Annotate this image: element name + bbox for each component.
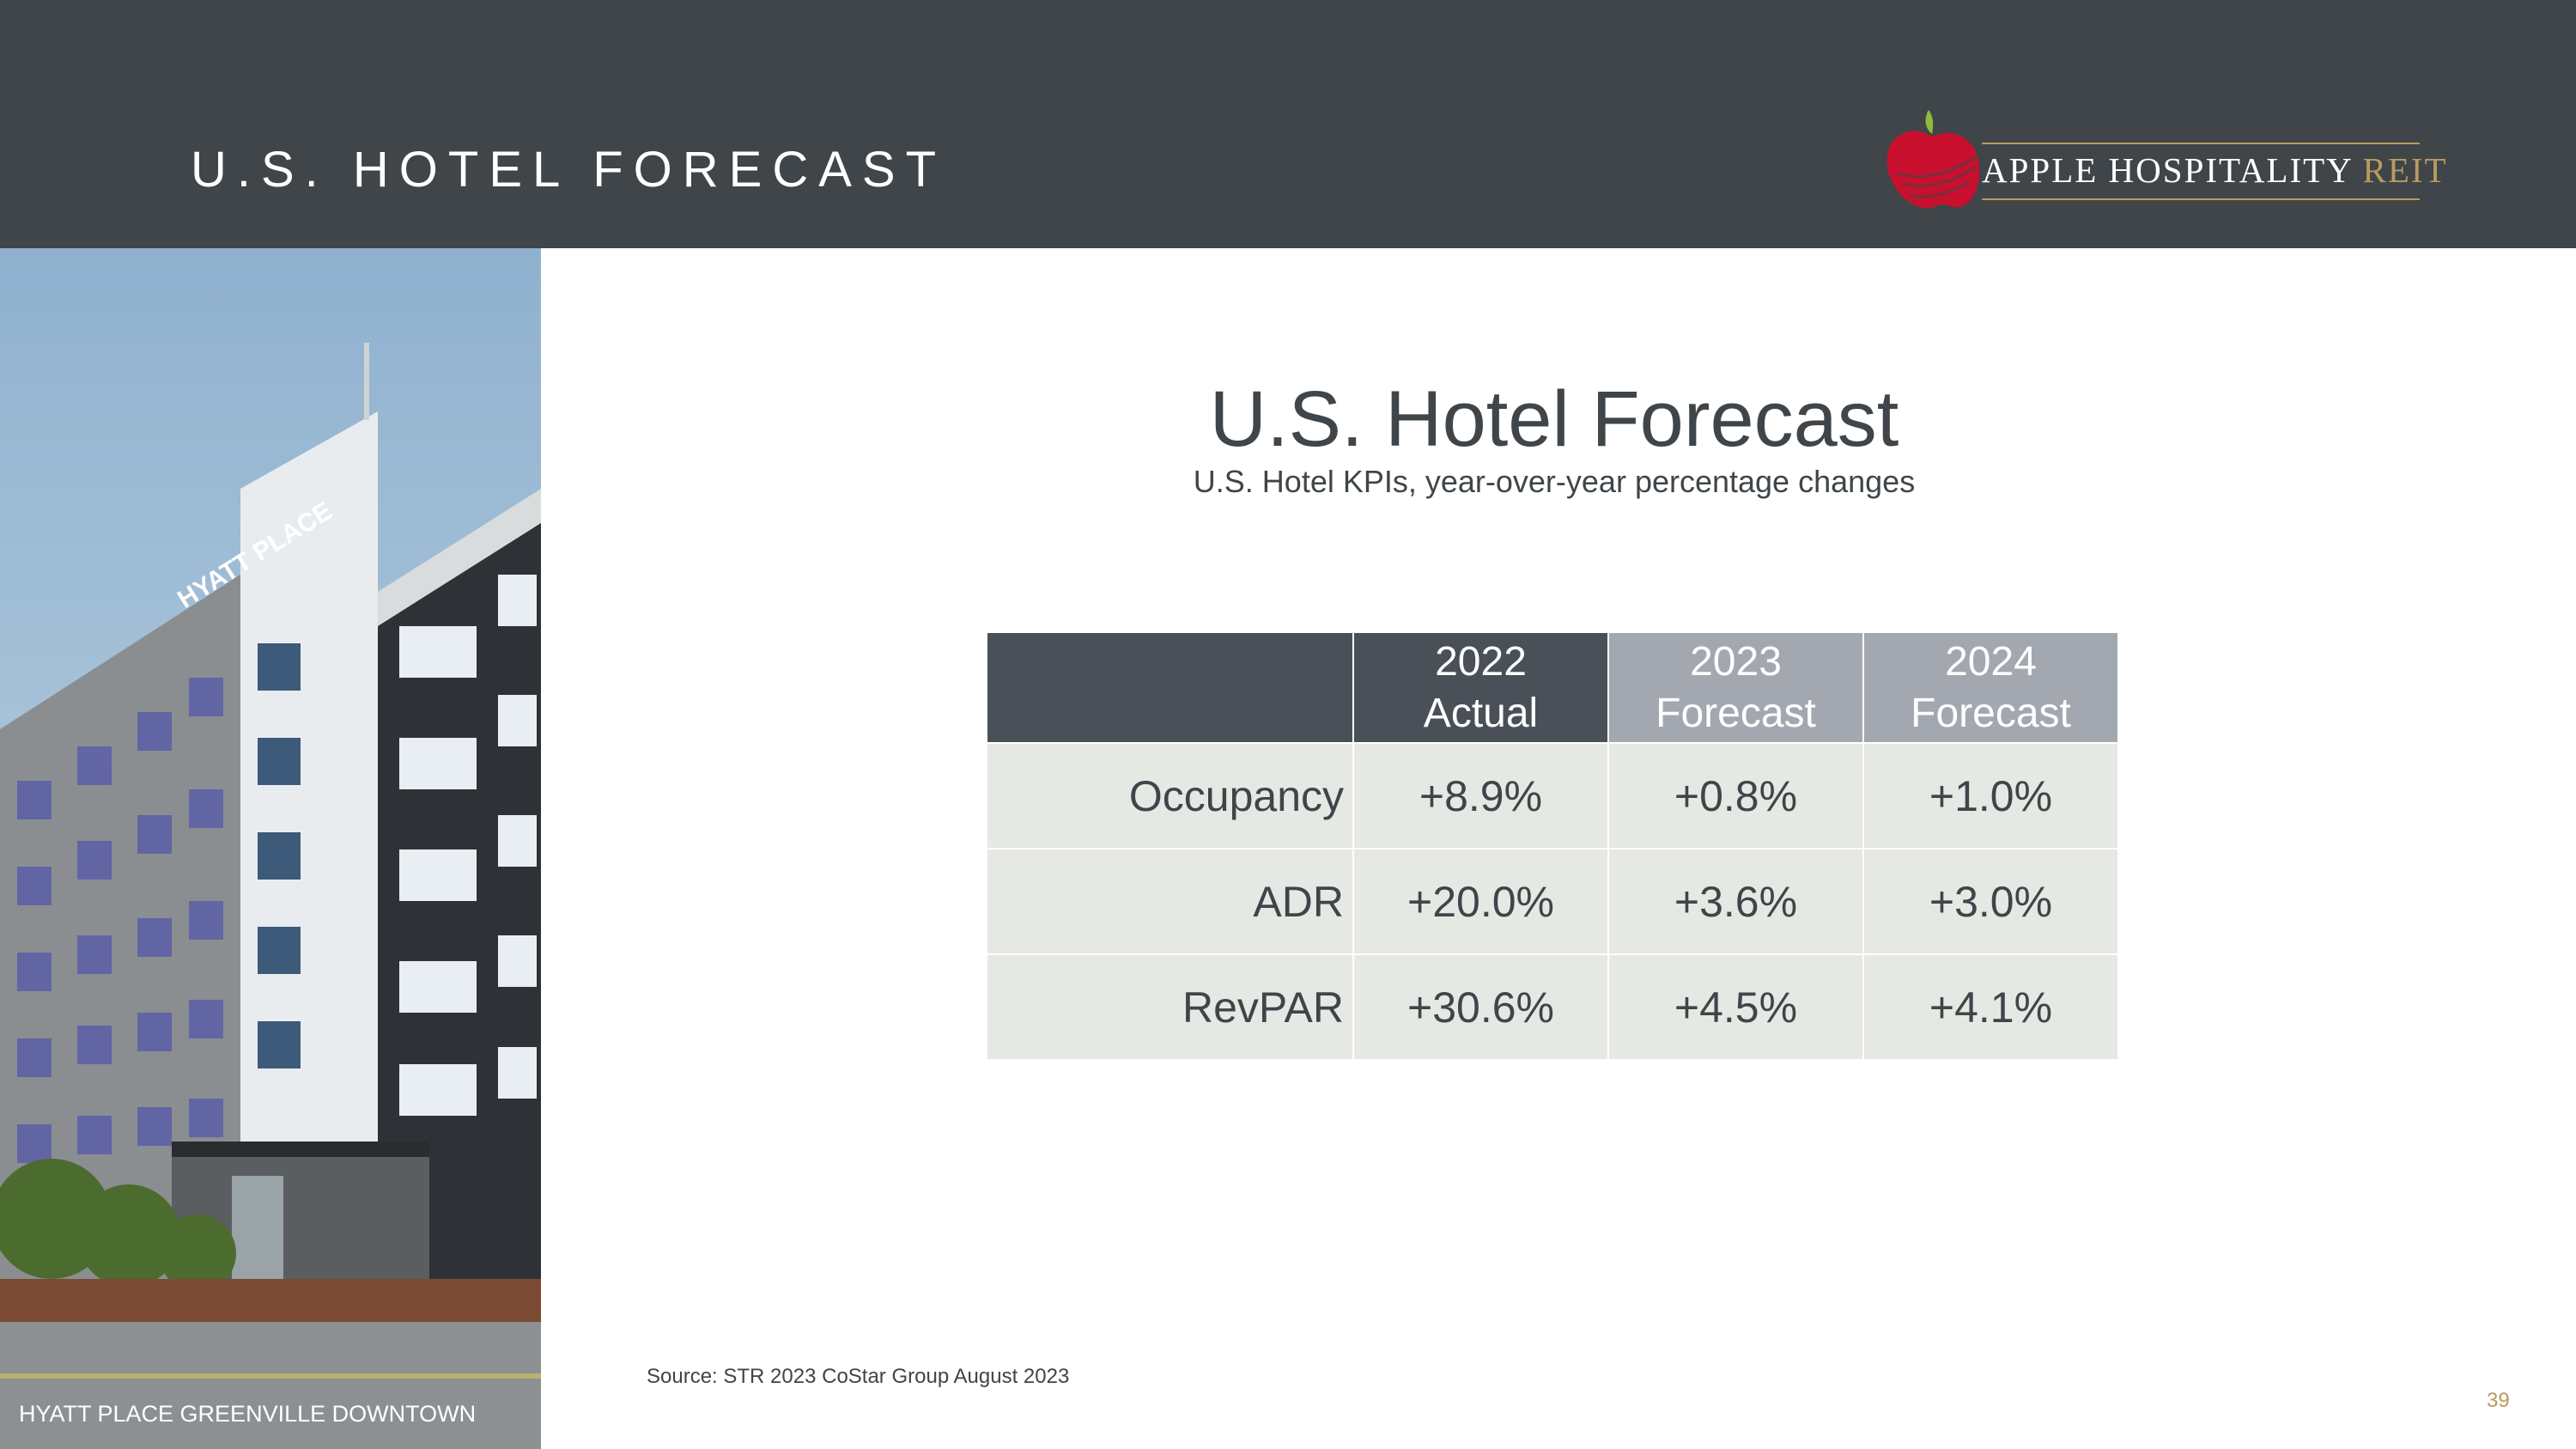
col-year: 2023 [1690, 639, 1782, 685]
table-cell: +20.0% [1353, 849, 1608, 954]
col-label: Forecast [1911, 691, 2071, 736]
table-row-revpar: RevPAR +30.6% +4.5% +4.1% [987, 954, 2118, 1060]
col-year: 2022 [1435, 639, 1527, 685]
logo-text-accent: REIT [2362, 150, 2447, 190]
table-header-row: 2022 Actual 2023 Forecast 2024 Forecast [987, 632, 2118, 743]
logo-wordmark: APPLE HOSPITALITY REIT [1982, 149, 2448, 191]
table-row-occupancy: Occupancy +8.9% +0.8% +1.0% [987, 743, 2118, 849]
col-label: Forecast [1656, 691, 1816, 736]
table-cell: +8.9% [1353, 743, 1608, 849]
slide-subtitle: U.S. Hotel KPIs, year-over-year percenta… [910, 464, 2198, 500]
row-label: ADR [987, 849, 1353, 954]
table-corner-cell [987, 632, 1353, 743]
row-label: Occupancy [987, 743, 1353, 849]
table-cell: +1.0% [1863, 743, 2118, 849]
table-cell: +0.8% [1608, 743, 1863, 849]
col-header-2022: 2022 Actual [1353, 632, 1608, 743]
table-cell: +3.0% [1863, 849, 2118, 954]
table-cell: +4.1% [1863, 954, 2118, 1060]
table-row-adr: ADR +20.0% +3.6% +3.0% [987, 849, 2118, 954]
kpi-table: 2022 Actual 2023 Forecast 2024 Forecast … [986, 631, 2119, 1061]
col-header-2023: 2023 Forecast [1608, 632, 1863, 743]
page-title: U.S. HOTEL FORECAST [191, 141, 946, 198]
page-number: 39 [2487, 1389, 2510, 1413]
row-label: RevPAR [987, 954, 1353, 1060]
hotel-building-image: HYATT PLACE [0, 248, 541, 1449]
table-cell: +30.6% [1353, 954, 1608, 1060]
source-note: Source: STR 2023 CoStar Group August 202… [647, 1365, 1069, 1389]
table-cell: +3.6% [1608, 849, 1863, 954]
col-header-2024: 2024 Forecast [1863, 632, 2118, 743]
slide-title: U.S. Hotel Forecast [910, 374, 2198, 465]
hotel-photo: HYATT PLACE [0, 248, 541, 1449]
col-label: Actual [1424, 691, 1538, 736]
logo-text-main: APPLE HOSPITALITY [1982, 150, 2352, 190]
col-year: 2024 [1945, 639, 2037, 685]
photo-caption: HYATT PLACE GREENVILLE DOWNTOWN [19, 1401, 476, 1428]
logo-rule-bottom [1982, 198, 2420, 200]
logo-rule-top [1982, 143, 2420, 144]
table-cell: +4.5% [1608, 954, 1863, 1060]
